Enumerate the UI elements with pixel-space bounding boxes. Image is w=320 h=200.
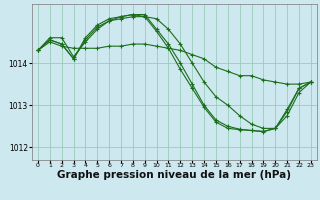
X-axis label: Graphe pression niveau de la mer (hPa): Graphe pression niveau de la mer (hPa) (57, 170, 292, 180)
